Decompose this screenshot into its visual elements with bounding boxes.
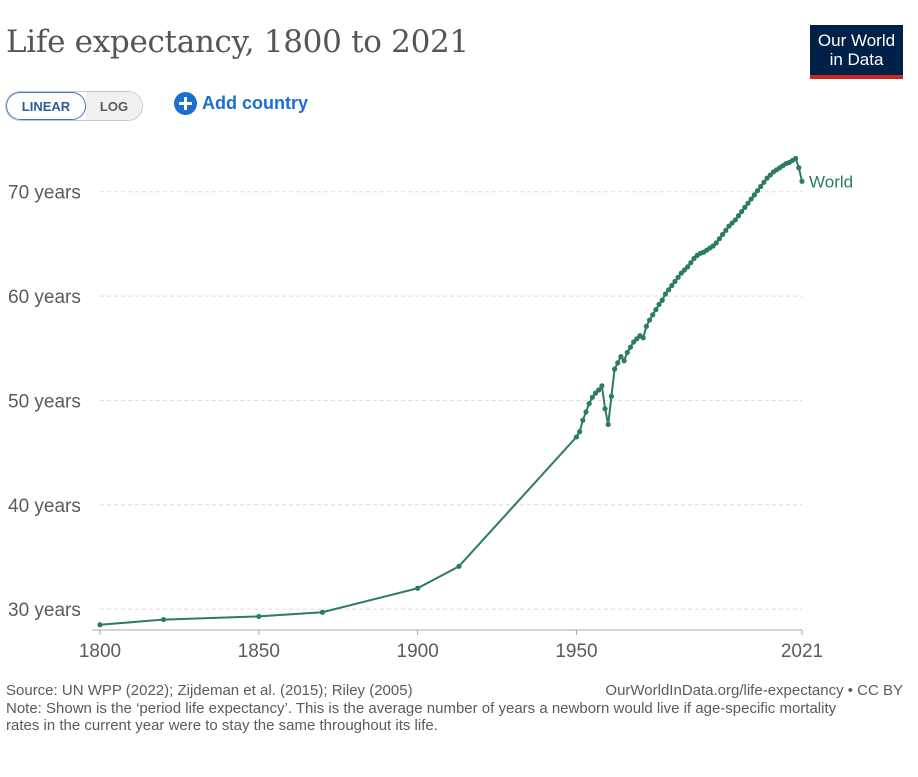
data-point bbox=[577, 429, 583, 435]
data-point bbox=[691, 255, 697, 262]
y-tick-label: 30 years bbox=[8, 600, 81, 621]
page-title: Life expectancy, 1800 to 2021 bbox=[6, 24, 469, 60]
data-point bbox=[605, 421, 611, 428]
series-line-world bbox=[99, 157, 803, 626]
add-country-label: Add country bbox=[202, 93, 308, 113]
data-point bbox=[615, 360, 621, 366]
logo-red-bar bbox=[810, 75, 903, 79]
data-point bbox=[713, 240, 719, 246]
data-point bbox=[732, 217, 738, 223]
data-point bbox=[669, 283, 675, 289]
data-point bbox=[719, 231, 726, 238]
logo-line-1: Our World bbox=[817, 31, 896, 50]
data-point bbox=[602, 406, 608, 412]
data-point bbox=[592, 390, 599, 396]
plus-circle-icon bbox=[174, 92, 197, 115]
scale-toggle: LINEAR LOG bbox=[5, 91, 143, 121]
life-expectancy-chart: 30 years 40 years 50 years 60 years 70 years… bbox=[8, 155, 853, 662]
data-point bbox=[646, 317, 653, 323]
data-point bbox=[751, 192, 757, 198]
data-point bbox=[681, 267, 688, 273]
data-point bbox=[742, 204, 748, 210]
data-point bbox=[748, 196, 754, 202]
data-point bbox=[624, 349, 630, 356]
data-point bbox=[796, 165, 802, 171]
data-point bbox=[710, 243, 716, 249]
series-label-world: World bbox=[809, 173, 853, 192]
data-point bbox=[599, 383, 605, 389]
data-point bbox=[685, 264, 691, 270]
data-point bbox=[665, 287, 672, 293]
data-point bbox=[415, 585, 421, 591]
y-tick-label: 50 years bbox=[8, 391, 81, 412]
data-point bbox=[596, 387, 602, 393]
data-point bbox=[735, 213, 742, 219]
x-tick-label: 1800 bbox=[79, 641, 121, 662]
data-point bbox=[729, 220, 735, 226]
data-point bbox=[656, 301, 662, 308]
y-tick-label: 70 years bbox=[8, 183, 81, 204]
chart-note: Note: Shown is the ‘period life expectan… bbox=[6, 700, 837, 734]
data-point bbox=[716, 236, 723, 242]
data-point bbox=[758, 183, 764, 190]
data-point bbox=[799, 178, 805, 184]
x-tick-label: 1850 bbox=[238, 641, 280, 662]
data-point bbox=[764, 175, 770, 181]
data-point bbox=[672, 278, 678, 285]
source-url-link[interactable]: OurWorldInData.org/life-expectancy • CC … bbox=[605, 682, 903, 699]
data-point bbox=[739, 208, 745, 215]
y-tick-label: 40 years bbox=[8, 496, 81, 517]
y-tick-label: 60 years bbox=[8, 287, 81, 308]
owid-logo[interactable]: Our World in Data bbox=[810, 25, 903, 79]
data-point bbox=[631, 339, 637, 345]
data-point bbox=[611, 366, 618, 372]
data-point bbox=[573, 434, 580, 440]
data-point bbox=[653, 307, 659, 313]
add-country-button[interactable]: Add country bbox=[174, 92, 308, 115]
data-point bbox=[678, 270, 684, 276]
data-point bbox=[97, 622, 103, 628]
data-point bbox=[662, 291, 669, 297]
data-point bbox=[688, 260, 694, 266]
data-point bbox=[659, 297, 665, 303]
data-point bbox=[723, 227, 729, 233]
data-point bbox=[650, 312, 656, 318]
data-point bbox=[640, 335, 646, 341]
data-point bbox=[726, 223, 732, 229]
data-point bbox=[319, 609, 325, 615]
x-tick-label: 1900 bbox=[397, 641, 439, 662]
data-point bbox=[456, 563, 462, 569]
data-point bbox=[634, 336, 640, 342]
linear-scale-button[interactable]: LINEAR bbox=[6, 92, 86, 120]
data-point bbox=[754, 188, 761, 194]
data-point bbox=[793, 155, 799, 161]
data-point bbox=[608, 393, 615, 399]
data-point bbox=[745, 200, 751, 206]
data-point bbox=[618, 354, 624, 360]
log-scale-button[interactable]: LOG bbox=[86, 92, 142, 120]
data-point bbox=[621, 358, 627, 364]
data-point bbox=[643, 323, 649, 329]
logo-line-2: in Data bbox=[829, 50, 884, 69]
data-point bbox=[589, 394, 595, 400]
data-point bbox=[583, 409, 589, 415]
data-point bbox=[761, 179, 767, 185]
data-point bbox=[675, 274, 681, 280]
data-point bbox=[586, 400, 592, 407]
data-point bbox=[627, 344, 634, 350]
data-point bbox=[160, 616, 167, 623]
data-point bbox=[256, 613, 262, 620]
data-point bbox=[580, 417, 586, 423]
x-tick-label: 1950 bbox=[555, 641, 597, 662]
x-tick-label: 2021 bbox=[781, 641, 823, 662]
data-point bbox=[767, 172, 773, 178]
source-text: Source: UN WPP (2022); Zijdeman et al. (… bbox=[6, 682, 413, 699]
